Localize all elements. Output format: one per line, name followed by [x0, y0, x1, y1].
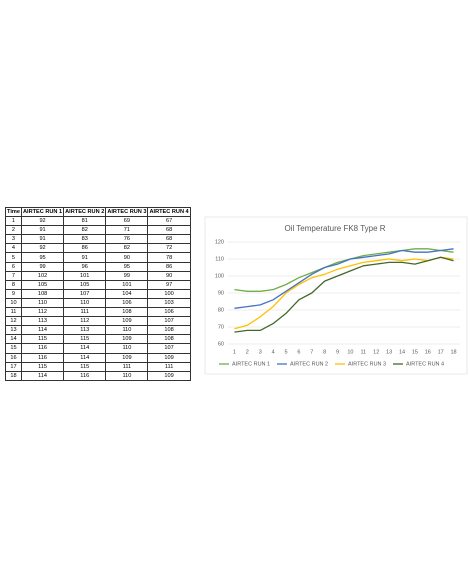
- x-tick-label: 8: [323, 349, 326, 355]
- legend-label: AIRTEC RUN 1: [232, 361, 270, 367]
- table-row: 15 116 114 110 107: [5, 343, 191, 354]
- table-cell: 97: [147, 279, 191, 290]
- x-tick-label: 3: [259, 349, 262, 355]
- x-tick-label: 16: [425, 349, 431, 355]
- y-tick-label: 60: [218, 341, 224, 347]
- x-tick-label: 5: [284, 349, 287, 355]
- y-tick-label: 100: [215, 273, 224, 279]
- series-line: [234, 256, 454, 330]
- table-row: 10 110 110 106 103: [5, 297, 191, 309]
- y-tick-label: 70: [218, 324, 224, 330]
- y-tick-label: 90: [218, 290, 224, 296]
- table-row: 11 112 111 108 106: [5, 307, 191, 318]
- series-line: [234, 248, 454, 309]
- x-tick-label: 10: [347, 349, 353, 355]
- table-row: 18 114 116 110 109: [5, 370, 191, 381]
- chart-frame: [204, 216, 468, 375]
- table-cell: 90: [147, 270, 191, 281]
- y-tick-label: 120: [215, 239, 224, 245]
- table-cell: 86: [147, 261, 191, 272]
- table-row: 14 115 115 109 108: [5, 334, 191, 345]
- legend-label: AIRTEC RUN 4: [406, 361, 444, 367]
- table-cell: 107: [147, 316, 191, 327]
- x-tick-label: 4: [272, 349, 275, 355]
- y-tick-label: 110: [215, 256, 224, 262]
- table-cell: 111: [147, 361, 191, 372]
- table-row: 5 95 91 90 78: [5, 252, 191, 263]
- data-table: Time AIRTEC RUN 1 AIRTEC RUN 2 AIRTEC RUN 3…: [5, 206, 191, 381]
- table-cell: 106: [147, 307, 191, 318]
- table-row: 6 99 96 95 86: [5, 261, 191, 272]
- x-tick-label: 7: [310, 349, 313, 355]
- table-cell: 109: [147, 370, 191, 381]
- table-row: 8 105 105 101 97: [5, 279, 191, 290]
- header-row: Time AIRTEC RUN 1 AIRTEC RUN 2 AIRTEC RUN 3…: [5, 206, 191, 218]
- table-cell: 100: [147, 288, 191, 299]
- x-tick-label: 17: [438, 349, 444, 355]
- table-row: 7 102 101 99 90: [5, 270, 191, 281]
- x-tick-label: 9: [336, 349, 339, 355]
- x-tick-label: 14: [399, 349, 405, 355]
- table-cell: 108: [147, 334, 191, 345]
- x-tick-label: 2: [246, 349, 249, 355]
- x-tick-label: 18: [450, 349, 456, 355]
- table-cell: 78: [147, 252, 191, 263]
- x-tick-label: 15: [412, 349, 418, 355]
- x-tick-label: 13: [386, 349, 392, 355]
- chart-title: Oil Temperature FK8 Type R: [284, 224, 385, 233]
- table-row: 13 114 113 110 108: [5, 325, 191, 336]
- table-cell: 103: [147, 297, 191, 309]
- y-tick-label: 80: [218, 307, 224, 313]
- table-cell: 108: [147, 325, 191, 336]
- table-row: 16 116 114 109 109: [5, 352, 191, 363]
- table-row: 17 115 115 111 111: [5, 361, 191, 372]
- series-line: [234, 256, 454, 333]
- x-tick-label: 6: [297, 349, 300, 355]
- legend-label: AIRTEC RUN 2: [290, 361, 328, 367]
- x-tick-label: 1: [233, 349, 236, 355]
- table-cell: 109: [147, 352, 191, 363]
- legend-label: AIRTEC RUN 3: [348, 361, 386, 367]
- x-tick-label: 11: [360, 349, 366, 355]
- x-tick-label: 12: [373, 349, 379, 355]
- series-line: [234, 248, 454, 292]
- table-row: 9 108 107 104 100: [5, 288, 191, 299]
- table-cell: 107: [147, 343, 191, 354]
- table-row: 12 113 112 109 107: [5, 316, 191, 327]
